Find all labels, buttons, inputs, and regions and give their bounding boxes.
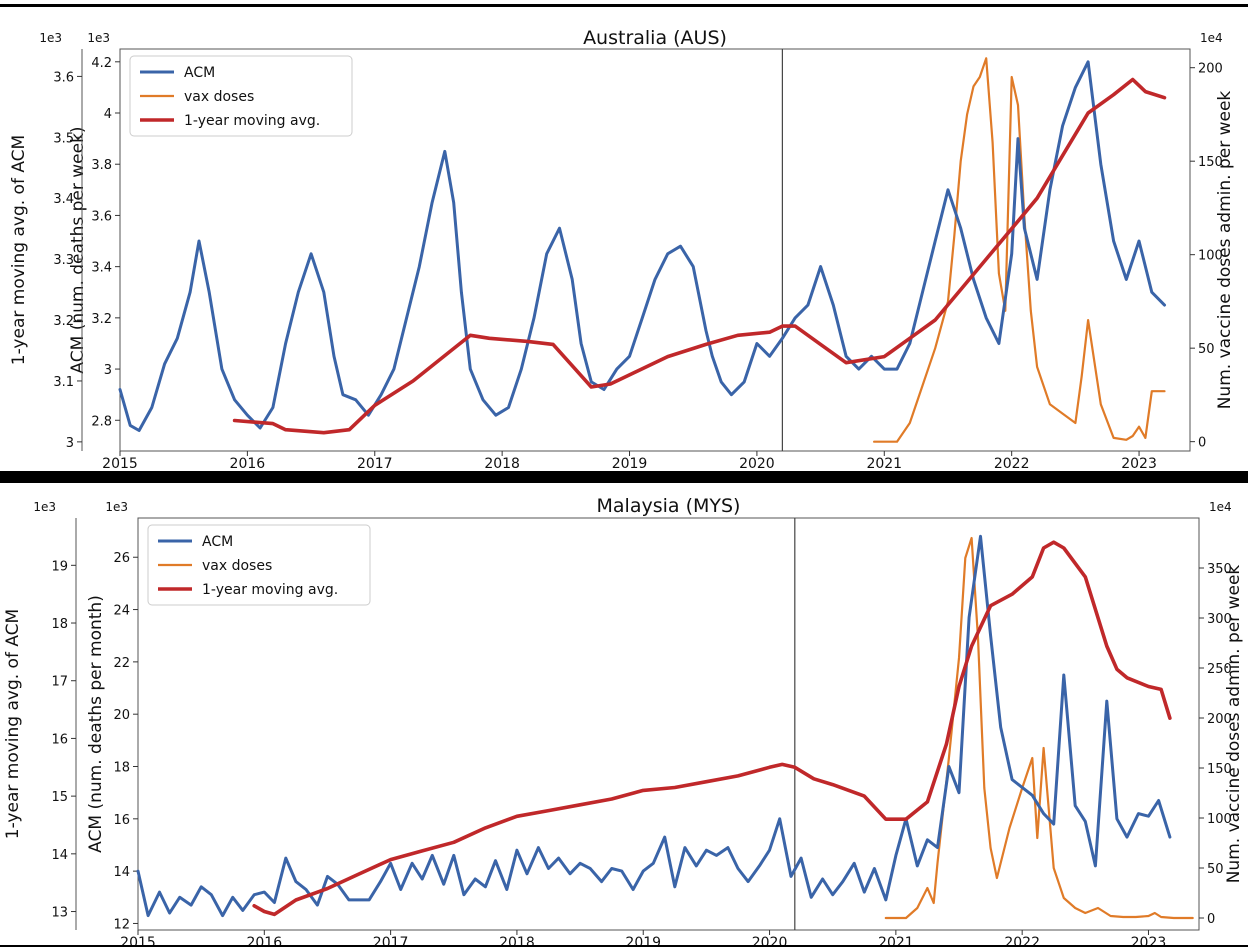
series-line-avg — [232, 77, 1167, 435]
vax-tick-label: 0 — [1198, 436, 1206, 451]
top-rule — [0, 4, 1248, 7]
vax-tick-label: 200 — [1198, 62, 1223, 77]
vax-tick-label: 100 — [1198, 249, 1223, 264]
acm-tick-label: 3 — [104, 363, 112, 378]
vax-tick-label: 150 — [1207, 762, 1232, 777]
vax-tick-label: 350 — [1207, 562, 1232, 577]
legend-box — [129, 55, 353, 137]
x-tick-label: 2017 — [373, 935, 409, 951]
x-tick-label: 2020 — [739, 456, 775, 472]
acm-tick-label: 22 — [113, 656, 130, 671]
bottom-rule — [0, 945, 1248, 947]
x-tick-label: 2016 — [230, 456, 266, 472]
acm-tick-label: 2.8 — [91, 414, 112, 429]
x-tick-label: 2023 — [1121, 456, 1157, 472]
legend-label: ACM — [184, 65, 215, 81]
vax-tick-label: 250 — [1207, 662, 1232, 677]
acm-tick-label: 16 — [113, 813, 130, 828]
acm-tick-label: 12 — [113, 917, 130, 932]
panel-malaysia: Malaysia (MYS)2015 2016 2017 2018 2019 2020 20… — [3, 495, 1244, 951]
acm-axis-label: ACM (num. deaths per week) — [68, 126, 88, 373]
avg-tick-label: 18 — [51, 617, 68, 632]
acm-tick-label: 3.6 — [91, 209, 112, 224]
avg-axis-label: 1-year moving avg. of ACM — [9, 135, 29, 365]
plot-frame — [137, 517, 1200, 931]
x-tick-label: 2020 — [752, 935, 788, 951]
avg-tick-label: 13 — [51, 906, 68, 921]
acm-tick-label: 3.8 — [91, 158, 112, 173]
vax-tick-label: 100 — [1207, 812, 1232, 827]
series-line-avg — [252, 540, 1172, 917]
acm-tick-label: 20 — [113, 708, 130, 723]
panel-separator — [0, 471, 1248, 483]
legend-label: 1-year moving avg. — [184, 113, 320, 129]
plot-frame — [119, 48, 1191, 452]
acm-axis-label: ACM (num. deaths per month) — [86, 595, 106, 853]
avg-tick-label: 3.5 — [53, 131, 74, 146]
vax-axis-label: Num. vaccine doses admin. per week — [1224, 565, 1244, 884]
x-tick-label: 2021 — [878, 935, 914, 951]
series-line-acm — [118, 60, 1166, 432]
avg-axis-label: 1-year moving avg. of ACM — [3, 609, 23, 839]
avg-scale-label: 1e3 — [33, 500, 56, 514]
avg-tick-label: 3.1 — [53, 375, 74, 390]
x-tick-label: 2023 — [1131, 935, 1167, 951]
acm-scale-label: 1e3 — [87, 31, 110, 45]
avg-tick-label: 3.2 — [53, 314, 74, 329]
acm-tick-label: 4.2 — [91, 56, 112, 71]
x-tick-label: 2018 — [484, 456, 520, 472]
acm-tick-label: 26 — [113, 551, 130, 566]
vax-tick-label: 200 — [1207, 712, 1232, 727]
x-tick-label: 2015 — [102, 456, 138, 472]
vax-tick-label: 300 — [1207, 612, 1232, 627]
vax-scale-label: 1e4 — [1209, 500, 1232, 514]
avg-tick-label: 14 — [51, 848, 68, 863]
x-tick-label: 2016 — [246, 935, 282, 951]
series-line-vax — [884, 536, 1194, 920]
series-line-vax — [872, 57, 1166, 443]
x-tick-label: 2021 — [866, 456, 902, 472]
x-tick-label: 2015 — [120, 935, 156, 951]
avg-scale-label: 1e3 — [39, 31, 62, 45]
acm-tick-label: 4 — [104, 107, 112, 122]
x-tick-label: 2019 — [612, 456, 648, 472]
vax-scale-label: 1e4 — [1200, 31, 1223, 45]
x-tick-label: 2022 — [1004, 935, 1040, 951]
legend-label: 1-year moving avg. — [202, 582, 338, 598]
avg-tick-label: 15 — [51, 790, 68, 805]
vax-tick-label: 50 — [1207, 862, 1224, 877]
avg-tick-label: 17 — [51, 675, 68, 690]
avg-tick-label: 19 — [51, 559, 68, 574]
vax-axis-label: Num. vaccine doses admin. per week — [1215, 91, 1235, 410]
chart-title: Malaysia (MYS) — [597, 495, 741, 517]
legend-label: ACM — [202, 534, 233, 550]
avg-tick-label: 3.4 — [53, 192, 74, 207]
avg-tick-label: 3.3 — [53, 253, 74, 268]
avg-tick-label: 16 — [51, 732, 68, 747]
acm-tick-label: 24 — [113, 604, 130, 619]
chart-title: Australia (AUS) — [583, 27, 727, 49]
x-tick-label: 2018 — [499, 935, 535, 951]
legend-box — [147, 524, 371, 606]
legend-label: vax doses — [184, 89, 254, 105]
vax-tick-label: 0 — [1207, 912, 1215, 927]
acm-tick-label: 3.4 — [91, 261, 112, 276]
vax-tick-label: 150 — [1198, 155, 1223, 170]
vax-tick-label: 50 — [1198, 342, 1215, 357]
avg-tick-label: 3.6 — [53, 70, 74, 85]
x-tick-label: 2019 — [625, 935, 661, 951]
acm-scale-label: 1e3 — [105, 500, 128, 514]
legend-label: vax doses — [202, 558, 272, 574]
acm-tick-label: 14 — [113, 865, 130, 880]
acm-tick-label: 18 — [113, 761, 130, 776]
x-tick-label: 2017 — [357, 456, 393, 472]
acm-tick-label: 3.2 — [91, 312, 112, 327]
avg-tick-label: 3 — [66, 436, 74, 451]
panel-australia: Australia (AUS) 2015 2016 2017 2018 2019 2020 2… — [9, 27, 1235, 472]
x-tick-label: 2022 — [994, 456, 1030, 472]
